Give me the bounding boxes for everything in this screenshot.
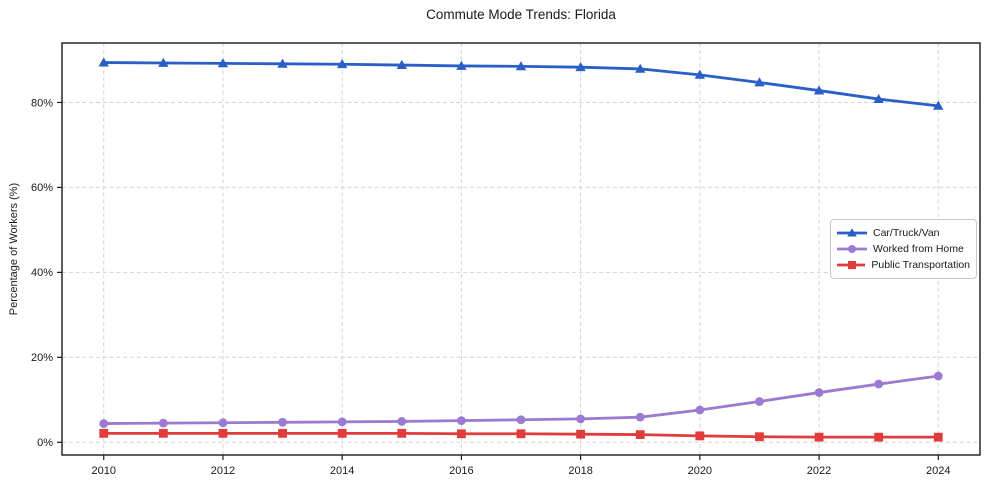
data-point-public-transportation	[516, 429, 526, 439]
data-point-public-transportation	[397, 428, 407, 438]
data-point-car-truck-van	[98, 57, 109, 67]
data-point-car-truck-van	[456, 60, 467, 70]
data-point-car-truck-van	[933, 100, 944, 110]
y-tick-label: 20%	[31, 352, 53, 364]
legend-label-car-truck-van: Car/Truck/Van	[873, 227, 940, 239]
data-point-worked-from-home	[635, 412, 645, 422]
data-point-public-transportation	[814, 432, 824, 442]
data-point-public-transportation	[874, 432, 884, 442]
y-tick-label: 40%	[31, 267, 53, 279]
x-tick-label: 2018	[568, 465, 592, 477]
x-tick-label: 2014	[330, 465, 354, 477]
x-tick-label: 2022	[807, 465, 831, 477]
data-point-car-truck-van	[396, 59, 407, 69]
data-point-car-truck-van	[217, 58, 229, 68]
legend-sample-marker	[848, 245, 856, 253]
plot-border	[61, 42, 981, 456]
data-point-car-truck-van	[813, 85, 825, 95]
series-car-truck-van	[98, 57, 944, 110]
data-point-worked-from-home	[755, 397, 764, 406]
data-point-public-transportation	[755, 432, 764, 442]
data-point-car-truck-van	[694, 69, 706, 79]
data-point-worked-from-home	[456, 416, 466, 425]
data-point-worked-from-home	[397, 417, 407, 426]
x-tick-label: 2012	[211, 465, 235, 477]
data-point-worked-from-home	[278, 417, 287, 427]
series-public-transportation	[99, 428, 943, 442]
data-point-public-transportation	[337, 428, 347, 438]
data-point-worked-from-home	[874, 379, 884, 389]
legend-item-car-truck-van: Car/Truck/Van	[837, 225, 970, 241]
legend-item-public-transportation: Public Transportation	[837, 257, 970, 273]
data-point-car-truck-van	[158, 57, 169, 67]
data-point-car-truck-van	[515, 61, 527, 71]
data-point-public-transportation	[99, 428, 109, 438]
data-point-public-transportation	[576, 429, 586, 439]
y-tick-label: 0%	[37, 437, 53, 449]
data-point-worked-from-home	[158, 418, 168, 428]
data-point-car-truck-van	[873, 93, 884, 103]
data-point-car-truck-van	[277, 58, 288, 68]
data-point-worked-from-home	[337, 417, 347, 427]
data-point-public-transportation	[456, 429, 466, 439]
legend-circle-icon	[837, 245, 867, 253]
x-tick-label: 2020	[688, 465, 712, 477]
data-point-car-truck-van	[336, 59, 348, 69]
y-tick-label: 80%	[31, 97, 53, 109]
data-point-worked-from-home	[695, 405, 705, 415]
chart-title: Commute Mode Trends: Florida	[426, 7, 616, 22]
data-point-public-transportation	[695, 431, 705, 441]
data-point-worked-from-home	[218, 418, 228, 428]
legend: Car/Truck/Van Worked from Home Public Tran…	[830, 219, 977, 279]
legend-triangle-icon	[837, 228, 867, 237]
y-tick-label: 60%	[31, 182, 53, 194]
data-point-car-truck-van	[635, 63, 646, 73]
data-point-car-truck-van	[754, 77, 765, 87]
data-point-public-transportation	[158, 428, 168, 438]
x-tick-label: 2024	[926, 465, 950, 477]
legend-item-worked-from-home: Worked from Home	[837, 241, 970, 257]
x-tick-label: 2010	[91, 465, 115, 477]
legend-label-worked-from-home: Worked from Home	[873, 243, 964, 255]
legend-sample-marker	[848, 261, 856, 269]
data-point-public-transportation	[635, 430, 645, 440]
data-point-public-transportation	[933, 432, 943, 442]
y-axis-label: Percentage of Workers (%)	[8, 182, 20, 316]
data-point-worked-from-home	[814, 388, 824, 397]
data-point-worked-from-home	[99, 419, 109, 428]
data-point-car-truck-van	[575, 62, 586, 72]
data-point-public-transportation	[278, 428, 287, 438]
data-point-worked-from-home	[516, 415, 526, 425]
series-worked-from-home	[99, 371, 943, 428]
legend-sample-marker	[847, 228, 857, 237]
data-point-public-transportation	[218, 428, 228, 438]
x-tick-label: 2016	[449, 465, 473, 477]
data-point-worked-from-home	[933, 371, 943, 381]
legend-label-public-transportation: Public Transportation	[871, 259, 970, 271]
legend-square-icon	[837, 261, 866, 269]
data-point-worked-from-home	[576, 414, 586, 424]
